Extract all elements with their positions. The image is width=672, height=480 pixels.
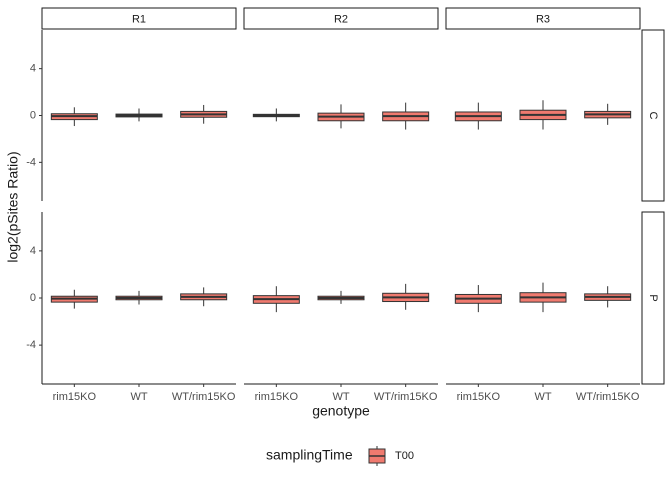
- x-tick-label: WT: [534, 391, 551, 403]
- facet-label-p: P: [647, 294, 659, 301]
- x-tick-label: rim15KO: [255, 391, 299, 403]
- facet-label-c: C: [647, 112, 659, 120]
- x-axis-title: genotype: [312, 403, 370, 419]
- facet-label-r1: R1: [132, 13, 146, 25]
- x-tick-label: WT/rim15KO: [374, 391, 438, 403]
- x-tick-label: rim15KO: [53, 391, 97, 403]
- y-tick-label: 4: [30, 63, 36, 75]
- facet-label-r3: R3: [536, 13, 550, 25]
- y-axis-title: log2(pSites Ratio): [5, 151, 21, 262]
- x-tick-label: rim15KO: [457, 391, 501, 403]
- y-tick-label: -4: [26, 339, 36, 351]
- y-tick-label: 0: [30, 292, 36, 304]
- y-tick-label: 4: [30, 245, 36, 257]
- x-tick-label: WT: [332, 391, 349, 403]
- facet-strip-r2: [243, 7, 439, 30]
- x-tick-label: WT/rim15KO: [172, 391, 236, 403]
- facet-label-r2: R2: [334, 13, 348, 25]
- facet-strip-r1: [41, 7, 237, 30]
- y-tick-label: 0: [30, 109, 36, 121]
- y-tick-label: -4: [26, 156, 36, 168]
- legend-title: samplingTime: [266, 447, 353, 463]
- facet-strip-c: [641, 29, 665, 202]
- facet-strip-r3: [445, 7, 641, 30]
- facet-strip-p: [641, 211, 665, 385]
- x-tick-label: WT: [130, 391, 147, 403]
- x-tick-label: WT/rim15KO: [576, 391, 640, 403]
- legend-entry-t00: T00: [395, 450, 414, 462]
